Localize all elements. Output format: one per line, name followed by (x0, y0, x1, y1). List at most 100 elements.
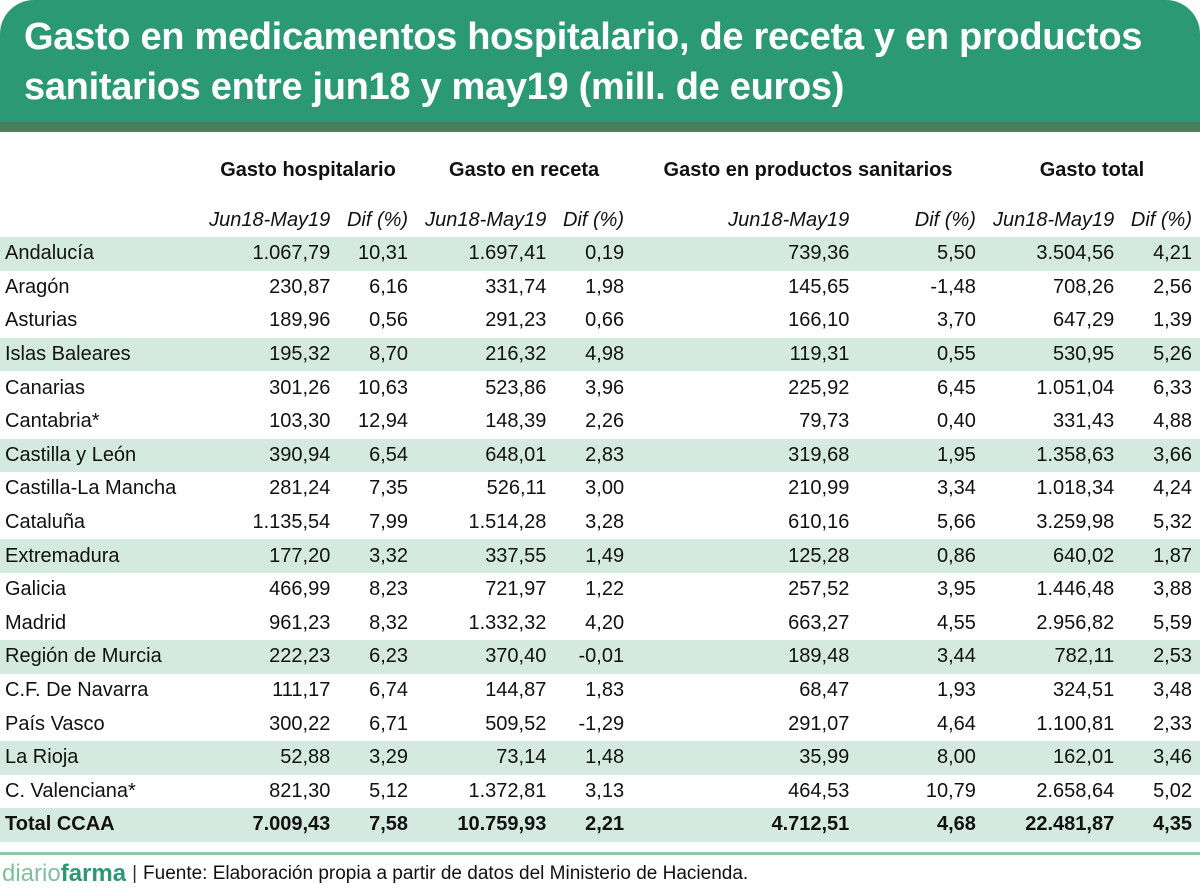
source-note: Fuente: Elaboración propia a partir de d… (143, 863, 749, 884)
cell-value: 1,93 (936, 679, 976, 702)
total-value: 10.759,93 (416, 808, 555, 842)
cell-value: 10,79 (925, 779, 976, 802)
cell-value: 821,30 (269, 779, 331, 802)
cell-value: 5,02 (1153, 779, 1192, 802)
table-row: Asturias 189,96 0,56 291,23 0,66 166,10 3,70 64… (0, 304, 1200, 338)
cell-value: 4,55 (936, 611, 976, 634)
table-row: Extremadura 177,20 3,32 337,55 1,49 125,28 0,8… (0, 539, 1200, 573)
cell-value: 961,23 (269, 611, 331, 634)
cell-value: 721,97 (485, 578, 547, 601)
total-value: 7.009,43 (200, 808, 339, 842)
cell-value: 648,01 (416, 438, 555, 473)
cell-value: 6,23 (338, 640, 417, 674)
logo-diario: diario (2, 860, 61, 887)
dif-header: Dif (%) (1130, 208, 1192, 231)
cell-value: 331,74 (485, 275, 547, 298)
cell-value: 291,07 (788, 712, 850, 735)
cell-value: 530,95 (983, 337, 1123, 372)
cell-value: 6,71 (369, 712, 409, 735)
footer-divider (0, 852, 1200, 855)
cell-value: 2,83 (554, 438, 633, 473)
cell-value: 1.446,48 (1036, 578, 1115, 601)
cell-value: 189,96 (269, 309, 331, 332)
cell-value: 4,24 (1153, 477, 1192, 500)
cell-value: 8,00 (857, 740, 984, 775)
cell-value: 2.658,64 (1036, 779, 1115, 802)
cell-value: 6,33 (1153, 376, 1192, 399)
total-value: 4.712,51 (632, 808, 858, 842)
group-header: Gasto total (1039, 159, 1145, 181)
region-name: La Rioja (0, 740, 200, 775)
cell-value: 526,11 (486, 477, 547, 500)
cell-value: 1.358,63 (983, 438, 1123, 473)
cell-value: 148,39 (485, 410, 547, 433)
period-header: Jun18-May19 (209, 208, 331, 231)
cell-value: 5,50 (857, 237, 984, 271)
cell-value: 4,98 (554, 337, 633, 372)
region-name: Cantabria* (5, 410, 100, 433)
cell-value: 1,95 (857, 438, 984, 473)
cell-value: 4,20 (585, 611, 625, 634)
cell-value: 0,86 (857, 539, 984, 573)
cell-value: 0,40 (936, 410, 976, 433)
cell-value: 2,53 (1122, 640, 1200, 674)
cell-value: 2,26 (585, 410, 625, 433)
cell-value: 324,51 (1053, 679, 1115, 702)
cell-value: 7,99 (369, 511, 409, 534)
cell-value: 1.332,32 (468, 611, 547, 634)
cell-value: 1.018,34 (1036, 477, 1115, 500)
cell-value: 610,16 (788, 511, 850, 534)
cell-value: 144,87 (485, 679, 547, 702)
total-value: 4,68 (857, 808, 984, 842)
region-name: Cataluña (5, 511, 86, 534)
cell-value: 3,34 (936, 477, 976, 500)
table-row: Madrid 961,23 8,32 1.332,32 4,20 663,27 4,55 2.… (0, 607, 1200, 641)
region-name: Asturias (5, 309, 78, 332)
table-row: País Vasco 300,22 6,71 509,52 -1,29 291,07 4,6… (0, 707, 1200, 741)
cell-value: 782,11 (983, 640, 1123, 674)
cell-value: 1,48 (554, 740, 633, 775)
cell-value: 1.100,81 (1036, 712, 1115, 735)
region-name: Castilla y León (0, 438, 200, 473)
total-value: 2,21 (554, 808, 633, 842)
cell-value: 195,32 (200, 337, 339, 372)
cell-value: 1,87 (1122, 539, 1200, 573)
cell-value: 4,21 (1122, 237, 1200, 271)
region-name: C.F. De Navarra (5, 679, 149, 702)
cell-value: 12,94 (357, 410, 409, 433)
total-value: 4,35 (1122, 808, 1200, 842)
cell-value: 1.135,54 (252, 511, 331, 534)
cell-value: 331,43 (1053, 410, 1115, 433)
group-header: Gasto en receta (449, 159, 600, 181)
table-row: C.F. De Navarra 111,17 6,74 144,87 1,83 68,47… (0, 674, 1200, 708)
cell-value: 5,66 (936, 511, 976, 534)
corner-cell (0, 138, 200, 202)
cell-value: 319,68 (632, 438, 858, 473)
cell-value: 739,36 (632, 237, 858, 271)
cell-value: 6,45 (936, 376, 976, 399)
cell-value: 222,23 (200, 640, 339, 674)
cell-value: 1,49 (554, 539, 633, 573)
region-name: Región de Murcia (0, 640, 200, 674)
data-table: Gasto hospitalario Gasto en receta Gasto… (0, 138, 1200, 842)
cell-value: 5,26 (1122, 337, 1200, 372)
cell-value: 370,40 (416, 640, 555, 674)
cell-value: 2.956,82 (1036, 611, 1115, 634)
cell-value: 225,92 (788, 376, 850, 399)
cell-value: 216,32 (416, 337, 555, 372)
cell-value: 0,66 (585, 309, 625, 332)
cell-value: 3.259,98 (1036, 511, 1115, 534)
group-header: Gasto hospitalario (220, 159, 396, 181)
cell-value: 8,70 (338, 337, 417, 372)
cell-value: 125,28 (632, 539, 858, 573)
cell-value: 523,86 (485, 376, 547, 399)
table-row: Castilla y León 390,94 6,54 648,01 2,83 319,6… (0, 438, 1200, 473)
cell-value: 337,55 (416, 539, 555, 573)
total-label: Total CCAA (0, 808, 200, 842)
cell-value: 210,99 (788, 477, 850, 500)
region-name: Andalucía (0, 237, 200, 271)
cell-value: 79,73 (799, 410, 850, 433)
cell-value: 6,74 (369, 679, 409, 702)
cell-value: 35,99 (632, 740, 858, 775)
cell-value: 103,30 (269, 410, 331, 433)
